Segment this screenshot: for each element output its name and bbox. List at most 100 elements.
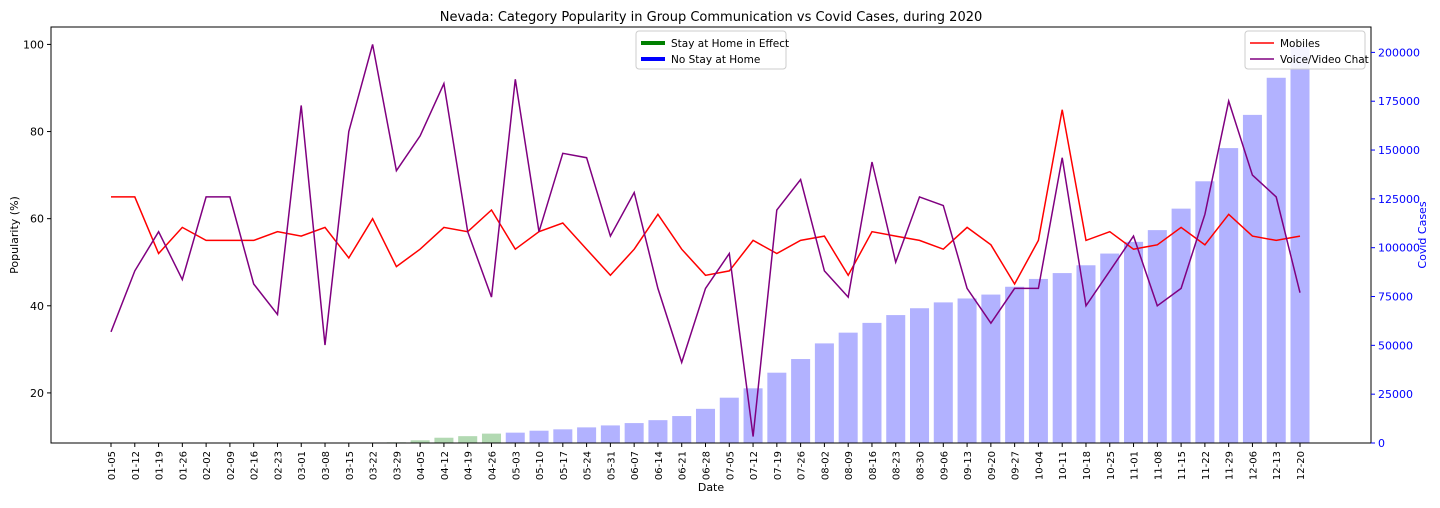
covid-bar	[1005, 286, 1025, 443]
x-tick-label: 05-24	[583, 451, 594, 480]
x-tick-label: 03-29	[392, 451, 403, 480]
covid-bar	[505, 432, 525, 443]
y2-tick-label: 200000	[1378, 46, 1420, 59]
x-tick-label: 08-30	[916, 451, 927, 480]
legend-label: Mobiles	[1280, 38, 1320, 50]
covid-bar	[1124, 241, 1144, 443]
covid-bar	[624, 423, 644, 443]
covid-bar	[1147, 230, 1167, 443]
series-lines	[110, 44, 1301, 437]
x-tick-label: 01-19	[155, 451, 166, 480]
covid-bar	[1266, 77, 1286, 443]
covid-bar	[434, 437, 454, 443]
x-tick-label: 09-20	[987, 451, 998, 480]
x-tick-label: 06-21	[678, 451, 689, 480]
x-tick-label: 11-08	[1153, 451, 1164, 480]
covid-bar	[933, 302, 953, 443]
legend-series: Mobiles Voice/Video Chat	[1244, 30, 1369, 70]
x-tick-label: 05-31	[606, 451, 617, 480]
x-axis-label: Date	[698, 481, 725, 494]
x-tick-label: 10-11	[1058, 451, 1069, 480]
y-axis-label: Popularity (%)	[8, 196, 21, 274]
x-tick-label: 11-29	[1225, 451, 1236, 480]
y-tick-label: 80	[30, 126, 44, 139]
x-tick-label: 06-28	[702, 451, 713, 480]
x-tick-label: 02-09	[226, 451, 237, 480]
covid-bar	[1242, 114, 1262, 443]
covid-bar	[1171, 208, 1191, 443]
x-tick-label: 07-19	[773, 451, 784, 480]
x-tick-label: 03-01	[297, 451, 308, 480]
x-tick-label: 12-06	[1248, 451, 1259, 480]
covid-bars	[339, 46, 1310, 444]
covid-bar	[1028, 278, 1048, 443]
legend-label: Voice/Video Chat	[1280, 54, 1369, 66]
x-tick-label: 01-05	[107, 451, 118, 480]
covid-bar	[1195, 181, 1215, 443]
x-tick-label: 04-12	[440, 451, 451, 480]
legend-box	[635, 30, 787, 70]
series-line-mobiles	[111, 109, 1301, 286]
x-tick-label: 08-16	[868, 451, 879, 480]
x-tick-label: 05-17	[559, 451, 570, 480]
covid-bar	[529, 430, 549, 443]
covid-bar	[648, 420, 668, 443]
x-tick-label: 01-12	[131, 451, 142, 480]
x-tick-label: 08-09	[844, 451, 855, 480]
x-tick-label: 12-20	[1296, 451, 1307, 480]
x-tick-label: 02-16	[250, 451, 261, 480]
y-tick-label: 100	[23, 38, 44, 51]
covid-bar	[1290, 46, 1310, 443]
covid-bar	[838, 332, 858, 443]
x-tick-label: 11-15	[1177, 451, 1188, 480]
chart-title: Nevada: Category Popularity in Group Com…	[440, 10, 983, 25]
x-tick-label: 07-12	[749, 451, 760, 480]
x-tick-label: 09-27	[1011, 451, 1022, 480]
axes: 20 40 60 80 100 0 25000 50000 75000 100000 125000 1…	[23, 38, 1420, 480]
y2-tick-label: 125000	[1378, 193, 1420, 206]
covid-bar	[1100, 253, 1120, 443]
plot-frame	[50, 26, 1372, 444]
y2-tick-label: 0	[1378, 437, 1385, 450]
covid-bar	[1052, 273, 1072, 443]
x-tick-label: 10-04	[1034, 451, 1045, 480]
x-tick-label: 04-26	[487, 451, 498, 480]
y2-tick-label: 75000	[1378, 291, 1413, 304]
x-tick-label: 04-05	[416, 451, 427, 480]
x-tick-label: 06-14	[654, 451, 665, 480]
x-tick-label: 06-07	[630, 451, 641, 480]
x-tick-label: 02-23	[273, 451, 284, 480]
covid-bar	[791, 359, 811, 443]
x-tick-label: 03-08	[321, 451, 332, 480]
x-tick-label: 05-03	[511, 451, 522, 480]
x-tick-label: 03-22	[369, 451, 380, 480]
covid-bar	[695, 408, 716, 443]
covid-bar	[600, 425, 620, 443]
y2-axis-label: Covid Cases	[1416, 201, 1429, 268]
x-tick-label: 12-13	[1272, 451, 1283, 480]
legend-box	[1244, 30, 1366, 70]
covid-bar	[1076, 265, 1096, 443]
y2-tick-label: 25000	[1378, 388, 1413, 401]
covid-bar	[577, 427, 597, 443]
x-tick-label: 03-15	[345, 451, 356, 480]
covid-bar	[410, 440, 430, 443]
x-tick-label: 09-13	[963, 451, 974, 480]
x-tick-label: 07-05	[725, 451, 736, 480]
y-tick-label: 20	[30, 387, 44, 400]
x-tick-label: 10-25	[1106, 451, 1117, 480]
x-tick-label: 04-19	[464, 451, 475, 480]
covid-bar	[719, 397, 739, 443]
covid-bar	[672, 416, 692, 443]
y2-tick-label: 150000	[1378, 144, 1420, 157]
x-tick-label: 08-02	[820, 451, 831, 480]
y-tick-label: 40	[30, 300, 44, 313]
x-tick-label: 01-26	[178, 451, 189, 480]
legend-label: Stay at Home in Effect	[671, 38, 789, 50]
y2-tick-label: 175000	[1378, 95, 1420, 108]
covid-bar	[981, 294, 1001, 443]
y2-tick-label: 100000	[1378, 242, 1420, 255]
